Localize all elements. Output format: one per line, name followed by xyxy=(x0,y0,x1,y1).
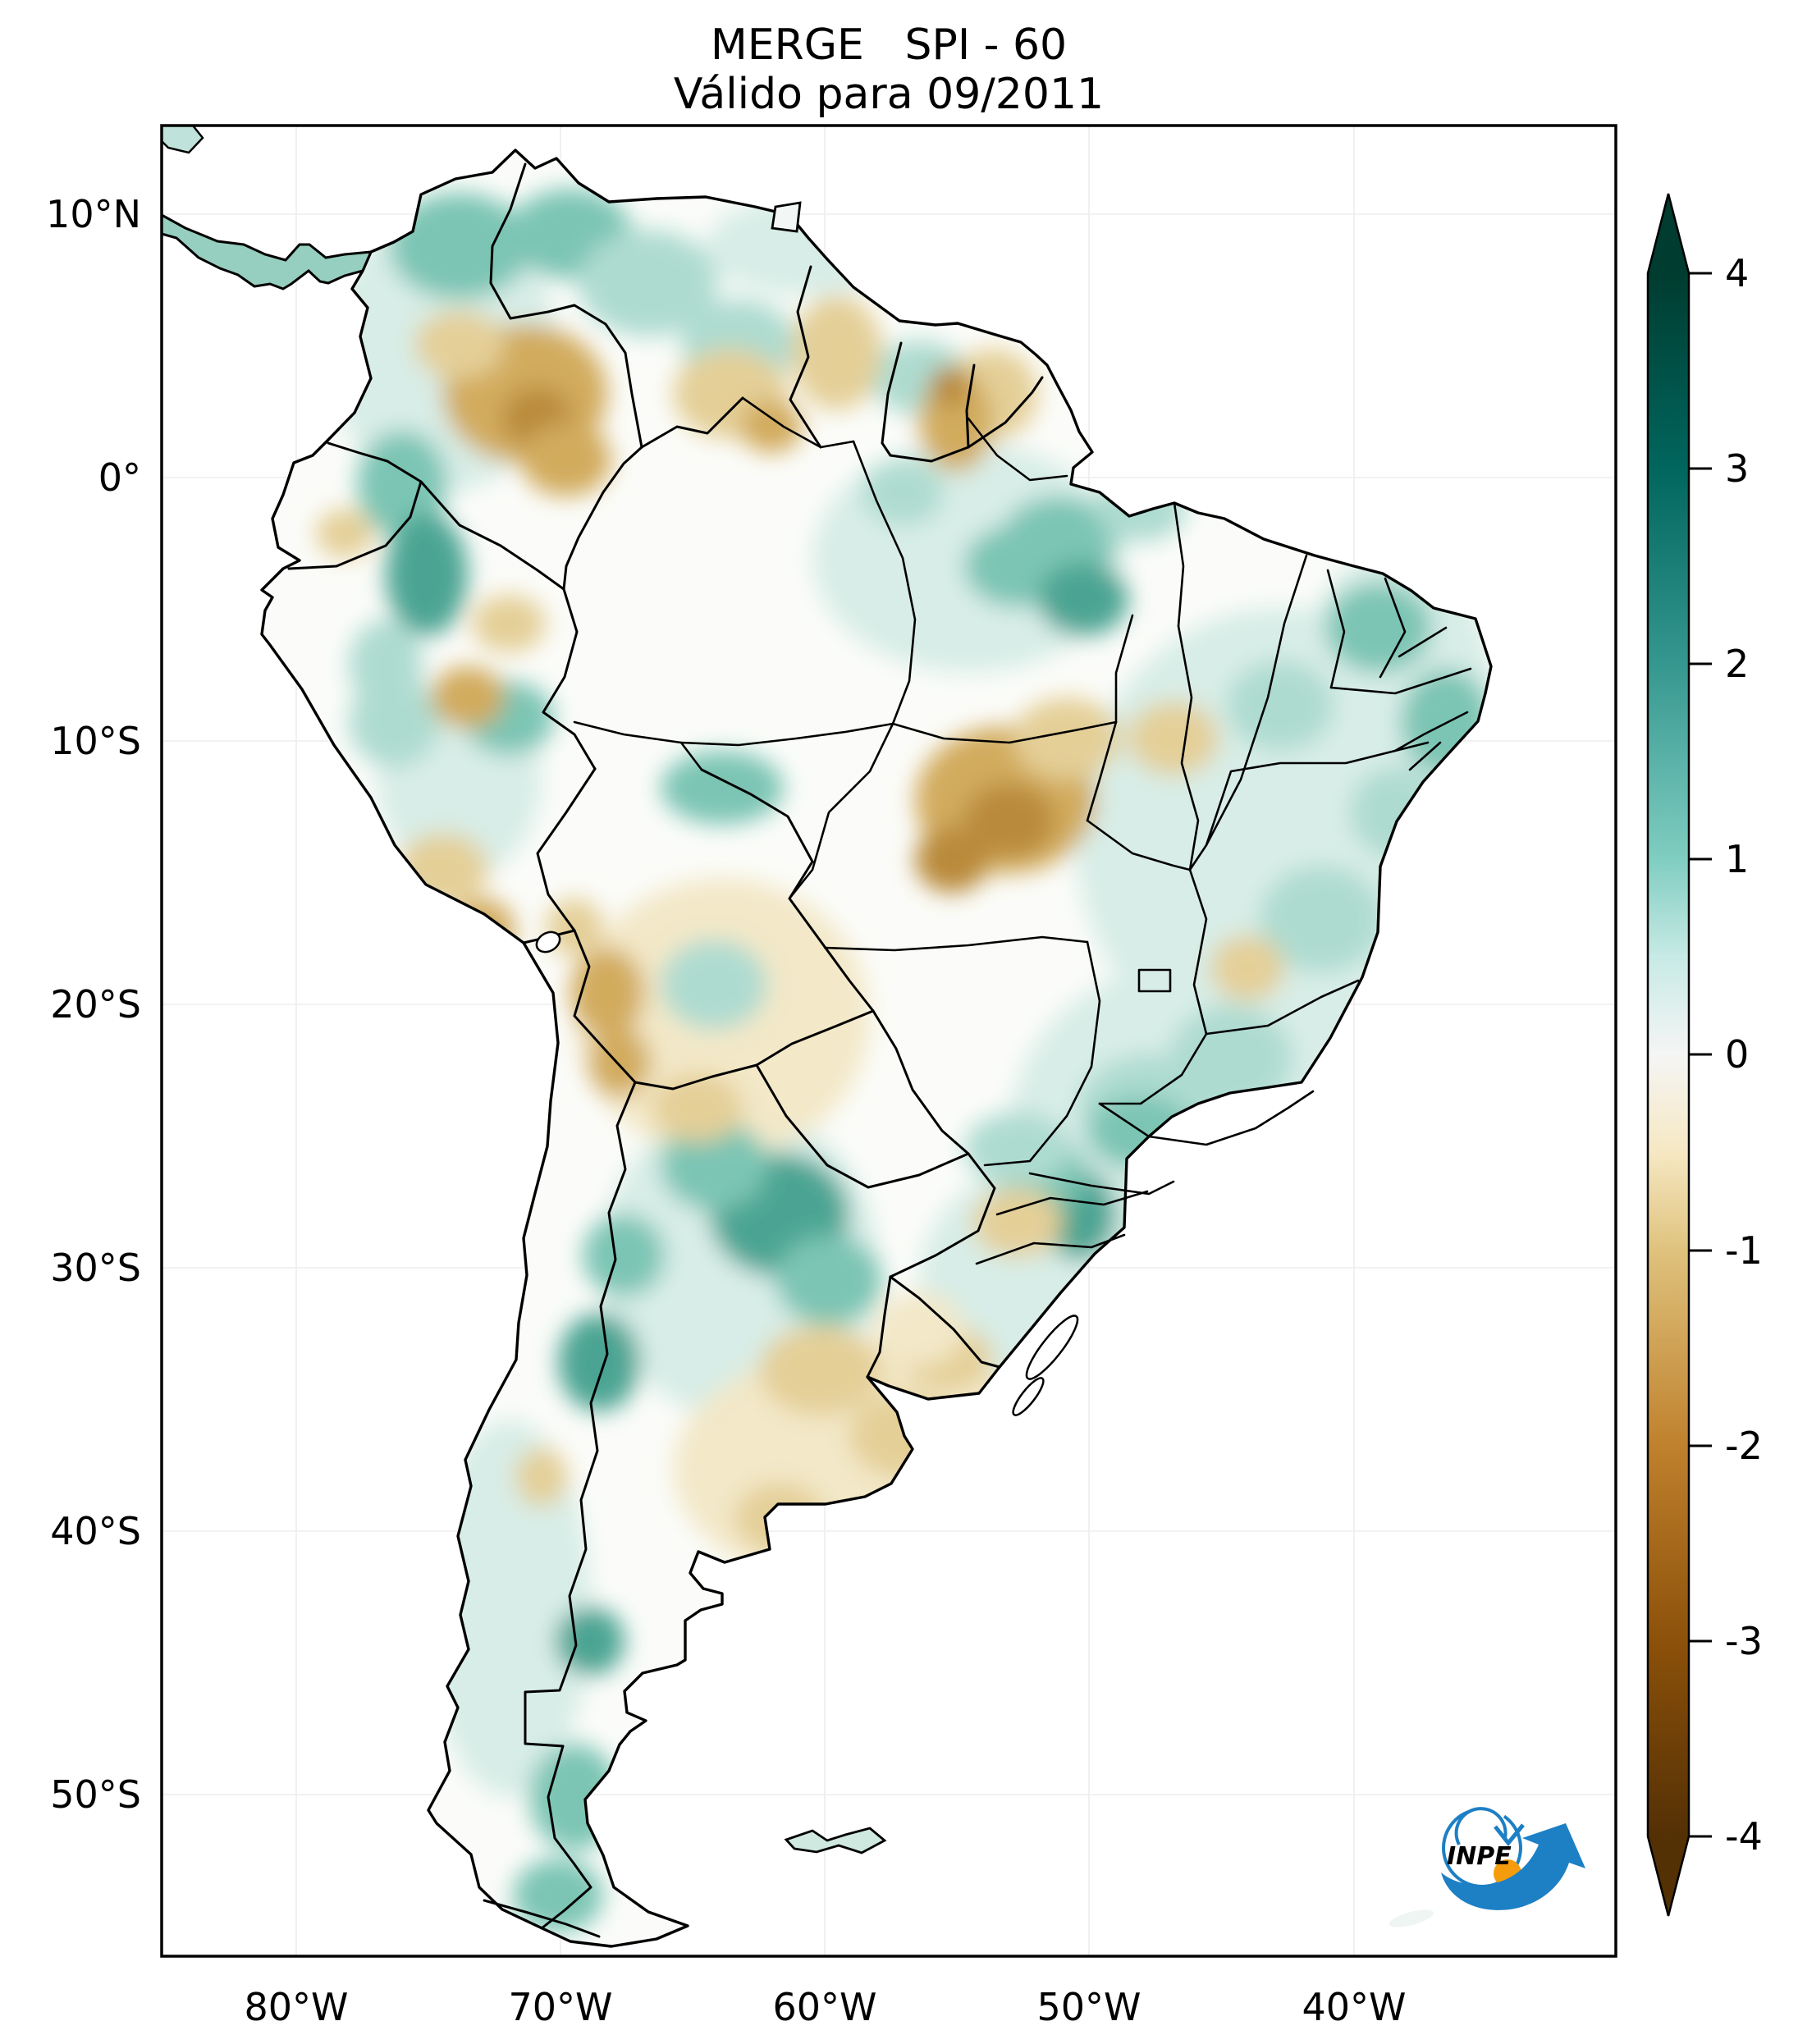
lat-tick-30s: 30°S xyxy=(50,1246,141,1290)
lake-titicaca xyxy=(535,931,561,953)
cb-label-3: 3 xyxy=(1725,446,1749,491)
colorbar: 4 3 2 1 0 -1 -2 -3 -4 xyxy=(1646,193,1763,1917)
colorbar-tick-labels: 4 3 2 1 0 -1 -2 -3 -4 xyxy=(1725,251,1763,1859)
cb-label-2: 2 xyxy=(1725,642,1749,686)
falkland-islands xyxy=(784,1827,887,1854)
lon-tick-40w: 40°W xyxy=(1302,1985,1406,2029)
lat-tick-20s: 20°S xyxy=(50,982,141,1027)
map-frame xyxy=(160,124,1617,1958)
colorbar-ticks xyxy=(1689,272,1712,1838)
logo-swoosh-arrow-icon xyxy=(1441,1823,1585,1910)
trinidad-island xyxy=(771,201,802,233)
panama-isthmus xyxy=(160,213,373,290)
cb-label-1: 1 xyxy=(1725,837,1749,881)
colorbar-gradient-bar xyxy=(1646,193,1690,1917)
page-title: MERGE SPI - 60 xyxy=(711,21,1067,70)
lat-tick-0: 0° xyxy=(98,455,141,500)
south-georgia-wisp xyxy=(1389,1909,1434,1927)
lagoa-mirim xyxy=(1012,1377,1045,1416)
logo-down-arrow-icon xyxy=(1494,1823,1525,1846)
state-borders xyxy=(573,396,1472,1265)
lat-tick-50s: 50°S xyxy=(50,1772,141,1817)
lat-tick-40s: 40°S xyxy=(50,1509,141,1553)
cb-label-m3: -3 xyxy=(1725,1619,1763,1663)
coastline xyxy=(260,149,1493,1948)
lon-tick-70w: 70°W xyxy=(508,1985,612,2029)
inpe-logo: INPE xyxy=(1441,1807,1585,1910)
lon-tick-60w: 60°W xyxy=(772,1985,876,2029)
cb-label-0: 0 xyxy=(1725,1032,1749,1077)
cb-label-m1: -1 xyxy=(1725,1228,1763,1273)
cb-label-4: 4 xyxy=(1725,251,1749,295)
y-axis-tick-labels: 10°N 0° 10°S 20°S 30°S 40°S 50°S xyxy=(46,192,141,1817)
cb-label-m2: -2 xyxy=(1725,1424,1763,1468)
country-borders xyxy=(287,162,1044,1938)
lagoa-dos-patos xyxy=(1025,1315,1079,1380)
lon-tick-80w: 80°W xyxy=(244,1985,348,2029)
logo-orbit-inner-icon xyxy=(1454,1807,1507,1845)
logo-text: INPE xyxy=(1447,1842,1512,1871)
spi-anomaly-field xyxy=(316,189,1491,1932)
cb-label-m4: -4 xyxy=(1725,1814,1763,1859)
lat-tick-10s: 10°S xyxy=(50,719,141,763)
lakes xyxy=(535,931,1079,1416)
x-axis-tick-labels: 80°W 70°W 60°W 50°W 40°W xyxy=(244,1985,1406,2029)
lon-tick-50w: 50°W xyxy=(1036,1985,1141,2029)
lat-tick-10n: 10°N xyxy=(46,192,141,236)
page-subtitle: Válido para 09/2011 xyxy=(674,70,1104,119)
